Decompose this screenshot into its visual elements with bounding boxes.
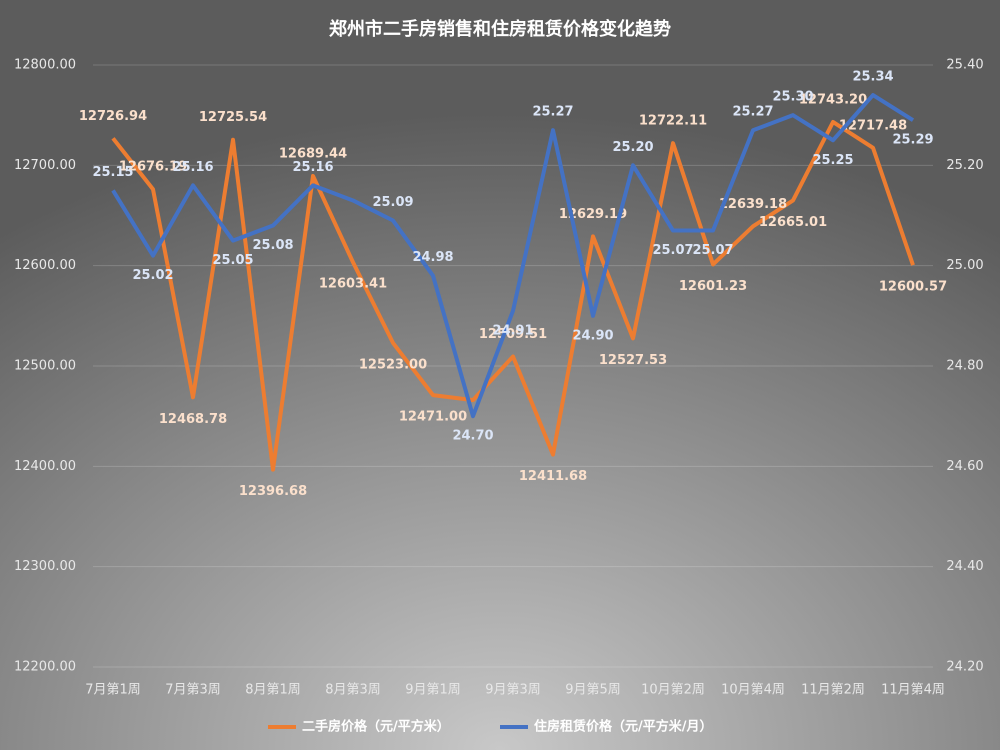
data-label: 12523.00 bbox=[359, 357, 427, 372]
y-tick-label: 12300.00 bbox=[14, 559, 76, 574]
series-line bbox=[111, 119, 915, 472]
y2-tick-label: 24.20 bbox=[946, 660, 983, 675]
x-tick-label: 7月第3周 bbox=[165, 683, 221, 698]
data-label: 25.07 bbox=[692, 243, 733, 258]
y2-tick-label: 24.40 bbox=[946, 559, 983, 574]
data-label: 12396.68 bbox=[239, 484, 307, 499]
data-label: 12676.19 bbox=[119, 160, 187, 175]
data-label: 12717.48 bbox=[839, 118, 907, 133]
data-label: 12722.11 bbox=[639, 114, 707, 129]
data-label: 25.20 bbox=[612, 140, 653, 155]
y-tick-label: 12400.00 bbox=[14, 459, 76, 474]
data-label: 12600.57 bbox=[879, 280, 947, 295]
data-label: 12527.53 bbox=[599, 353, 667, 368]
data-label: 12725.54 bbox=[199, 110, 267, 125]
x-tick-label: 7月第1周 bbox=[85, 683, 141, 698]
data-label: 12468.78 bbox=[159, 412, 227, 427]
data-label: 12411.68 bbox=[519, 469, 587, 484]
data-label: 25.27 bbox=[732, 105, 773, 120]
y2-tick-label: 24.80 bbox=[946, 359, 983, 374]
data-label: 12639.18 bbox=[719, 197, 787, 212]
x-tick-label: 10月第4周 bbox=[721, 683, 785, 698]
y2-tick-label: 24.60 bbox=[946, 459, 983, 474]
x-tick-label: 11月第2周 bbox=[801, 683, 865, 698]
data-label: 24.91 bbox=[492, 323, 533, 338]
data-label: 12665.01 bbox=[759, 215, 827, 230]
x-tick-label: 10月第2周 bbox=[641, 683, 705, 698]
data-label: 12509.51 bbox=[479, 327, 547, 342]
x-tick-label: 11月第4周 bbox=[881, 683, 945, 698]
y-tick-label: 12200.00 bbox=[14, 660, 76, 675]
data-label: 25.27 bbox=[532, 105, 573, 120]
data-label: 24.98 bbox=[412, 250, 453, 265]
chart-title: 郑州市二手房销售和住房租赁价格变化趋势 bbox=[329, 18, 671, 40]
data-label: 12689.44 bbox=[279, 146, 347, 161]
y2-tick-label: 25.40 bbox=[946, 58, 983, 73]
data-label: 12726.94 bbox=[79, 109, 147, 124]
y-tick-label: 12500.00 bbox=[14, 359, 76, 374]
data-label: 25.25 bbox=[812, 153, 853, 168]
data-label: 25.07 bbox=[652, 243, 693, 258]
data-label: 12603.41 bbox=[319, 277, 387, 292]
x-tick-label: 9月第1周 bbox=[405, 683, 461, 698]
y-tick-label: 12600.00 bbox=[14, 258, 76, 273]
y2-tick-label: 25.20 bbox=[946, 158, 983, 173]
data-label: 24.70 bbox=[452, 429, 493, 444]
data-label: 25.08 bbox=[252, 238, 293, 253]
x-tick-label: 8月第1周 bbox=[245, 683, 301, 698]
data-label: 25.09 bbox=[372, 195, 413, 210]
x-tick-label: 8月第3周 bbox=[325, 683, 381, 698]
y-tick-label: 12800.00 bbox=[14, 58, 76, 73]
data-label: 25.29 bbox=[892, 133, 933, 148]
x-tick-label: 9月第3周 bbox=[485, 683, 541, 698]
data-label: 25.16 bbox=[292, 160, 333, 175]
data-label: 24.90 bbox=[572, 328, 613, 343]
data-label: 25.30 bbox=[772, 90, 813, 105]
data-label: 25.34 bbox=[852, 70, 893, 85]
series-line bbox=[111, 93, 915, 419]
data-label: 12601.23 bbox=[679, 279, 747, 294]
y-tick-label: 12700.00 bbox=[14, 158, 76, 173]
legend-label: 二手房价格（元/平方米） bbox=[302, 719, 450, 735]
data-label: 25.15 bbox=[92, 165, 133, 180]
data-label: 12471.00 bbox=[399, 410, 467, 425]
data-label: 25.02 bbox=[132, 268, 173, 283]
data-label: 25.16 bbox=[172, 160, 213, 175]
legend-label: 住房租赁价格（元/平方米/月） bbox=[534, 719, 713, 735]
data-label: 12629.19 bbox=[559, 207, 627, 222]
data-label: 12743.20 bbox=[799, 92, 867, 107]
x-tick-label: 9月第5周 bbox=[565, 683, 621, 698]
data-label: 25.05 bbox=[212, 253, 253, 268]
y2-tick-label: 25.00 bbox=[946, 258, 983, 273]
